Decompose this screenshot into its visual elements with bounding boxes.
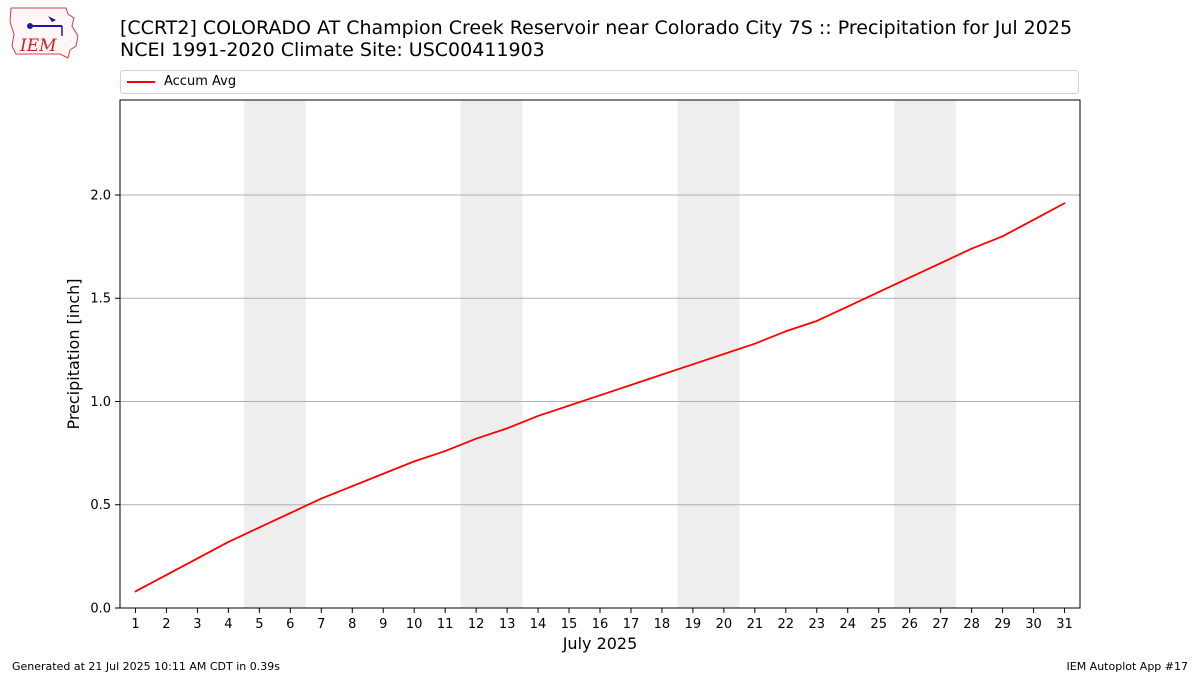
data-point xyxy=(815,320,818,322)
y-tick-label: 1.0 xyxy=(90,395,111,410)
x-tick-label: 15 xyxy=(561,617,578,632)
x-tick-label: 19 xyxy=(685,617,702,632)
x-tick-label: 6 xyxy=(286,617,294,632)
grid-lines xyxy=(120,194,1080,506)
chart-subtitle: NCEI 1991-2020 Climate Site: USC00411903 xyxy=(120,39,545,61)
legend-label-accum-avg: Accum Avg xyxy=(164,74,237,89)
weekend-band-2 xyxy=(460,100,523,608)
data-point xyxy=(568,404,570,407)
x-tick-label: 9 xyxy=(379,617,387,632)
data-point xyxy=(258,526,261,529)
data-point xyxy=(320,497,323,500)
data-point xyxy=(970,247,973,250)
x-tick-label: 26 xyxy=(901,617,918,632)
x-tick-label: 10 xyxy=(406,617,423,632)
x-tick-label: 14 xyxy=(530,617,547,632)
x-tick-label: 31 xyxy=(1056,617,1073,632)
data-point xyxy=(846,305,849,308)
x-tick-label: 25 xyxy=(870,617,887,632)
data-point xyxy=(784,330,787,333)
data-point xyxy=(1063,202,1066,205)
data-point xyxy=(877,291,880,293)
x-tick-label: 29 xyxy=(994,617,1011,632)
x-tick-label: 30 xyxy=(1025,617,1042,632)
data-point xyxy=(599,394,601,397)
x-tick-label: 13 xyxy=(499,617,516,632)
x-tick-label: 5 xyxy=(255,617,263,632)
weekend-band-1 xyxy=(243,100,306,608)
data-point xyxy=(1032,218,1035,221)
data-point xyxy=(444,450,447,452)
y-axis-label: Precipitation [inch] xyxy=(64,278,83,429)
x-axis-ticks: 1 2 3 4 5 6 7 8 9 10 11 12 13 14 15 16 17 18 19 20 21 22 23 24 2… xyxy=(131,608,1073,632)
data-point xyxy=(351,485,354,488)
x-tick-label: 12 xyxy=(468,617,485,632)
weekend-shading xyxy=(243,100,957,608)
y-tick-label: 1.5 xyxy=(90,292,111,307)
y-tick-label: 2.0 xyxy=(90,188,111,203)
data-point xyxy=(382,472,385,475)
x-tick-label: 27 xyxy=(932,617,949,632)
y-tick-label: 0.0 xyxy=(90,602,111,617)
data-point xyxy=(289,512,292,514)
x-tick-label: 23 xyxy=(809,617,826,632)
data-point xyxy=(753,342,756,345)
chart-title: [CCRT2] COLORADO AT Champion Creek Reser… xyxy=(120,17,1073,39)
x-tick-label: 18 xyxy=(654,617,671,632)
weekend-band-3 xyxy=(677,100,740,608)
footer-app: IEM Autoplot App #17 xyxy=(1066,660,1189,673)
data-point xyxy=(413,460,416,463)
weekend-band-4 xyxy=(894,100,957,608)
iem-logo: IEM xyxy=(9,7,79,59)
y-axis-ticks: 0.0 0.5 1.0 1.5 2.0 xyxy=(90,188,120,617)
data-point xyxy=(630,384,632,386)
data-point xyxy=(196,557,199,560)
x-tick-label: 1 xyxy=(131,617,139,632)
data-point xyxy=(692,363,694,366)
logo-text: IEM xyxy=(19,36,57,56)
data-point xyxy=(537,415,539,417)
data-point xyxy=(939,262,942,265)
data-point xyxy=(1001,235,1004,238)
data-point xyxy=(227,541,230,543)
y-tick-label: 0.5 xyxy=(90,498,111,513)
x-tick-label: 17 xyxy=(623,617,640,632)
data-point xyxy=(134,590,137,593)
x-tick-label: 21 xyxy=(747,617,764,632)
x-tick-label: 3 xyxy=(193,617,201,632)
x-tick-label: 20 xyxy=(716,617,733,632)
x-tick-label: 4 xyxy=(224,617,232,632)
data-point xyxy=(506,427,508,430)
x-tick-label: 24 xyxy=(839,617,856,632)
x-tick-label: 16 xyxy=(592,617,609,632)
data-point xyxy=(908,276,911,279)
x-axis-label: July 2025 xyxy=(562,634,638,653)
data-point xyxy=(165,574,168,576)
data-point xyxy=(722,353,725,355)
legend: Accum Avg xyxy=(120,70,1079,94)
x-tick-label: 8 xyxy=(348,617,356,632)
x-tick-label: 22 xyxy=(778,617,795,632)
data-point xyxy=(661,373,663,376)
x-tick-label: 2 xyxy=(162,617,170,632)
x-tick-label: 11 xyxy=(437,617,454,632)
x-tick-label: 28 xyxy=(963,617,980,632)
x-tick-label: 7 xyxy=(317,617,325,632)
series-layer xyxy=(134,202,1066,593)
data-point xyxy=(475,437,478,440)
legend-swatch-accum-avg xyxy=(127,81,155,83)
footer-generated: Generated at 21 Jul 2025 10:11 AM CDT in… xyxy=(12,660,280,673)
